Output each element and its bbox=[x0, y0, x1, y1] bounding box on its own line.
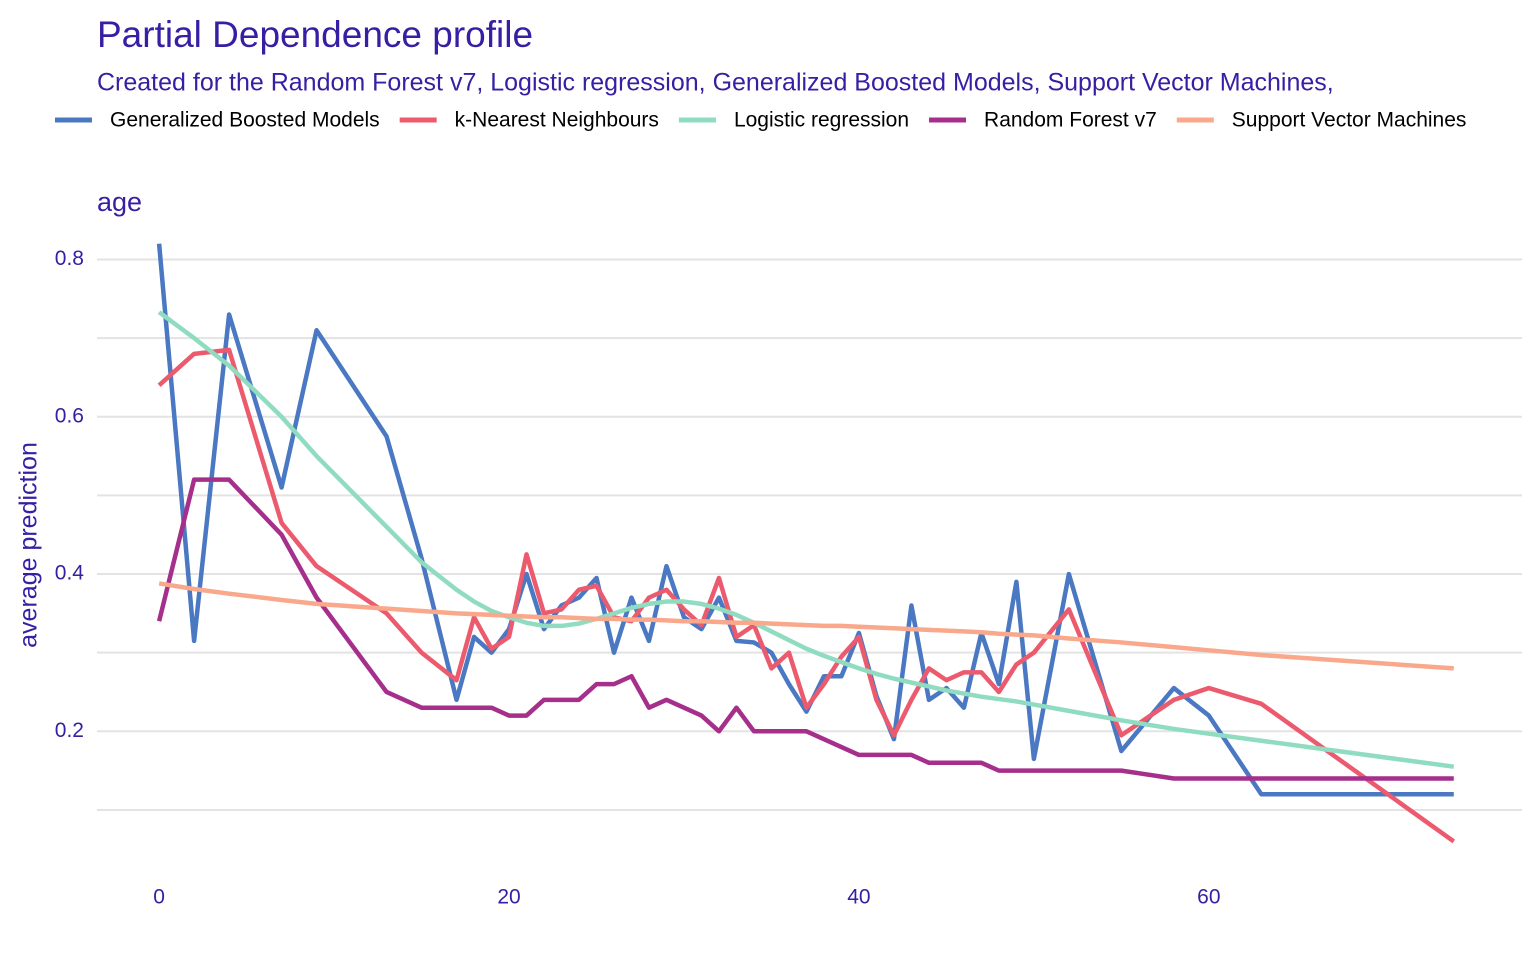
y-tick-label: 0.8 bbox=[55, 247, 84, 270]
series-line bbox=[156, 243, 1454, 797]
series-line bbox=[156, 477, 1454, 781]
y-tick-label: 0.6 bbox=[55, 404, 84, 427]
chart-title: Partial Dependence profile bbox=[97, 14, 533, 55]
panel-title: age bbox=[97, 187, 142, 217]
y-axis-label: average prediction bbox=[15, 442, 43, 648]
y-tick-label: 0.2 bbox=[55, 719, 84, 742]
x-tick-label: 0 bbox=[153, 886, 165, 909]
legend-label: Random Forest v7 bbox=[984, 109, 1157, 132]
chart-subtitle: Created for the Random Forest v7, Logist… bbox=[97, 69, 1334, 97]
x-tick-label: 40 bbox=[847, 886, 870, 909]
series-line bbox=[158, 581, 1454, 671]
legend-label: Generalized Boosted Models bbox=[110, 109, 380, 132]
y-tick-label: 0.4 bbox=[55, 562, 85, 585]
series-line bbox=[157, 347, 1456, 844]
x-tick-label: 20 bbox=[497, 886, 520, 909]
x-tick-label: 60 bbox=[1197, 886, 1220, 909]
series-line bbox=[157, 310, 1455, 769]
legend-label: Support Vector Machines bbox=[1232, 109, 1467, 132]
legend-label: Logistic regression bbox=[734, 109, 909, 132]
legend-label: k-Nearest Neighbours bbox=[455, 109, 659, 132]
